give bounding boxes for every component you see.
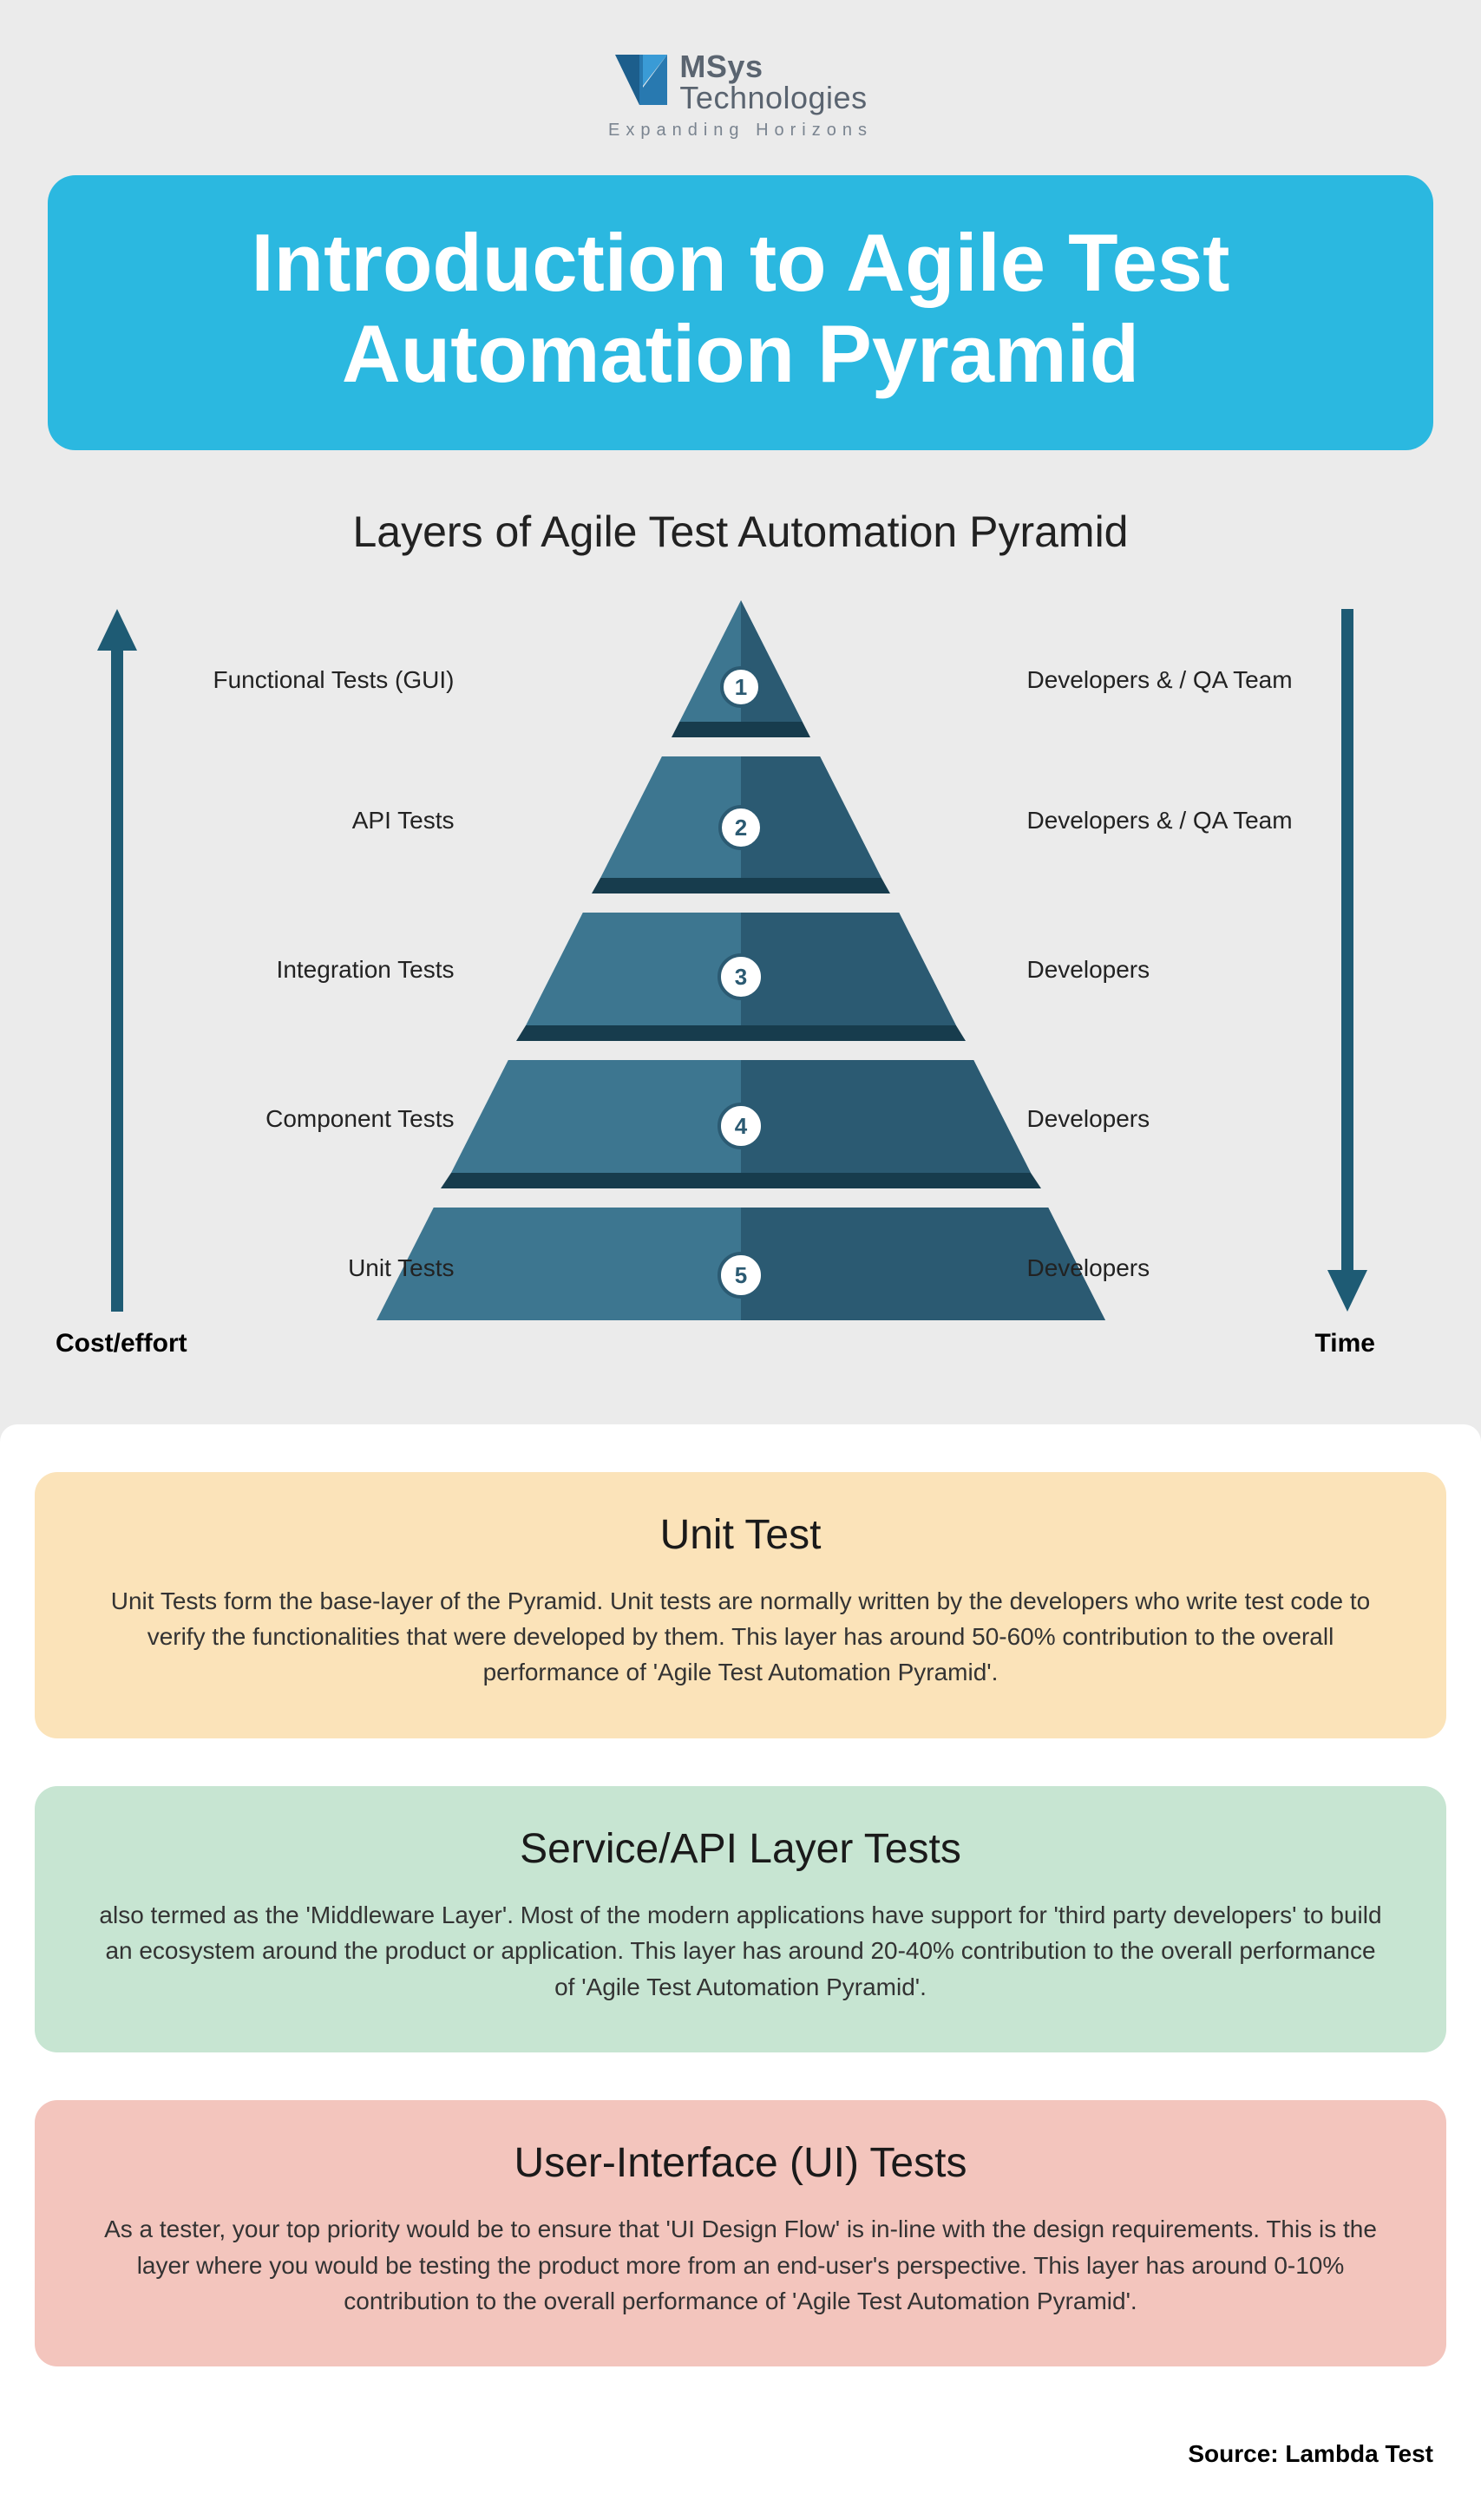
layer-right-label: Developers & / QA Team	[1027, 666, 1392, 694]
info-card-3: User-Interface (UI) Tests As a tester, yo…	[35, 2100, 1446, 2366]
title-banner-wrap: Introduction to Agile Test Automation Py…	[0, 175, 1481, 450]
logo-text: MSys Technologies	[679, 48, 867, 114]
layer-right-label: Developers	[1027, 1254, 1392, 1282]
pyramid-row-5: Unit Tests Developers	[90, 1254, 1392, 1282]
layer-right-label: Developers	[1027, 1105, 1392, 1133]
infographic-page: MSys Technologies Expanding Horizons Int…	[0, 0, 1481, 2520]
logo-tagline: Expanding Horizons	[0, 121, 1481, 141]
page-title: Introduction to Agile Test Automation Py…	[100, 217, 1381, 400]
info-card-2: Service/API Layer Tests also termed as th…	[35, 1786, 1446, 2052]
pyramid-row-1: Functional Tests (GUI) Developers & / QA …	[90, 666, 1392, 694]
logo-area: MSys Technologies Expanding Horizons	[0, 0, 1481, 175]
pyramid-row-2: API Tests Developers & / QA Team	[90, 807, 1392, 835]
info-card-body: As a tester, your top priority would be …	[95, 2211, 1386, 2319]
source-credit: Source: Lambda Test	[0, 2440, 1481, 2520]
info-card-title: User-Interface (UI) Tests	[95, 2139, 1386, 2187]
pyramid-row-4: Component Tests Developers	[90, 1105, 1392, 1133]
subtitle: Layers of Agile Test Automation Pyramid	[0, 450, 1481, 592]
layer-left-label: Component Tests	[90, 1105, 455, 1133]
layer-left-label: Unit Tests	[90, 1254, 455, 1282]
logo-name-1: MSys	[679, 51, 867, 82]
info-card-body: Unit Tests form the base-layer of the Py…	[95, 1583, 1386, 1691]
axis-label-right: Time	[1315, 1329, 1375, 1358]
layer-left-label: API Tests	[90, 807, 455, 835]
title-banner: Introduction to Agile Test Automation Py…	[48, 175, 1433, 450]
logo: MSys Technologies	[613, 48, 867, 114]
layer-left-label: Functional Tests (GUI)	[90, 666, 455, 694]
pyramid-diagram: 1 2 3	[351, 592, 1131, 1346]
pyramid-section: Cost/effort Time 1	[0, 592, 1481, 1424]
layer-right-label: Developers & / QA Team	[1027, 807, 1392, 835]
info-card-title: Unit Test	[95, 1511, 1386, 1559]
info-cards-area: Unit Test Unit Tests form the base-layer …	[0, 1424, 1481, 2441]
pyramid-row-3: Integration Tests Developers	[90, 956, 1392, 984]
logo-name-2: Technologies	[679, 82, 867, 114]
info-card-title: Service/API Layer Tests	[95, 1825, 1386, 1873]
info-card-body: also termed as the 'Middleware Layer'. M…	[95, 1897, 1386, 2005]
axis-label-left: Cost/effort	[56, 1329, 187, 1358]
layer-left-label: Integration Tests	[90, 956, 455, 984]
info-card-1: Unit Test Unit Tests form the base-layer …	[35, 1472, 1446, 1738]
layer-right-label: Developers	[1027, 956, 1392, 984]
logo-mark-icon	[613, 48, 667, 108]
